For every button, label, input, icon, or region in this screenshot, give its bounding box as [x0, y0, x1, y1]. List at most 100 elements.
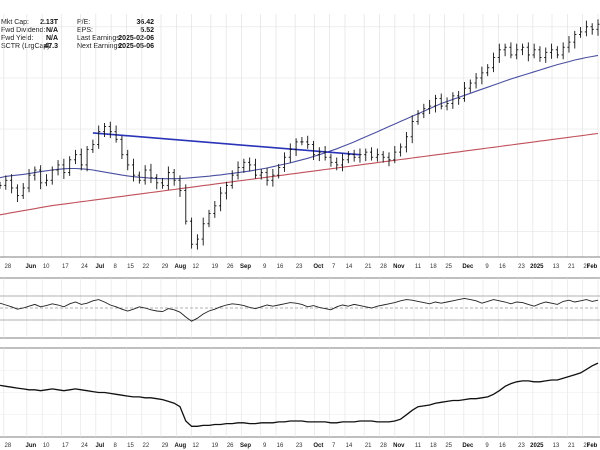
price-bar	[131, 158, 136, 182]
price-bar	[73, 149, 78, 165]
price-bar	[323, 145, 327, 161]
x-tick-label: 12	[192, 264, 199, 270]
price-bar	[236, 161, 240, 180]
price-bar	[91, 139, 95, 153]
price-bar	[468, 79, 472, 93]
price-bar	[294, 138, 298, 156]
price-bar	[393, 145, 397, 164]
price-bar	[178, 175, 182, 197]
x-tick-label: 13	[553, 443, 560, 449]
info-label: Last Earnings:	[77, 35, 122, 42]
price-bar	[155, 174, 159, 190]
x-tick-label: Jul	[95, 264, 104, 270]
price-bar	[195, 234, 199, 250]
x-tick-label: Jun	[25, 264, 36, 270]
price-bar	[137, 171, 141, 184]
x-tick-label: 15	[127, 264, 134, 270]
price-bar	[573, 30, 577, 49]
price-bar	[160, 177, 165, 189]
price-bar	[317, 147, 321, 162]
x-tick-label: 22	[142, 443, 149, 449]
price-bar	[340, 153, 345, 172]
info-value: 36.42	[136, 19, 154, 26]
price-bar	[352, 149, 356, 162]
x-tick-label: 16	[499, 443, 506, 449]
x-tick-label: 25	[445, 443, 452, 449]
price-bar	[166, 166, 170, 190]
price-bar	[44, 174, 49, 187]
price-bar	[21, 183, 25, 199]
x-tick-label: 17	[62, 443, 69, 449]
x-tick-label: 29	[162, 443, 169, 449]
price-bar	[404, 131, 409, 153]
price-bar	[509, 42, 513, 59]
price-bar	[375, 148, 379, 162]
info-value: 5.52	[140, 27, 154, 34]
price-bar	[369, 147, 374, 161]
x-tick-label: 7	[332, 264, 336, 270]
x-tick-label: Feb	[587, 443, 598, 449]
x-tick-label: Dec	[462, 443, 474, 449]
price-bar	[590, 23, 594, 35]
oscillator-panel	[0, 277, 600, 339]
x-tick-label: 28	[4, 443, 11, 449]
x-tick-label: 8	[113, 264, 117, 270]
price-bar	[399, 143, 403, 157]
price-bar	[126, 149, 130, 171]
price-bar	[491, 52, 496, 73]
price-bar	[578, 27, 583, 38]
price-bar	[189, 217, 194, 249]
x-tick-label: 27	[583, 443, 590, 449]
price-bar	[503, 43, 507, 57]
trendline	[92, 132, 361, 156]
x-tick-label: 25	[445, 264, 452, 270]
x-tick-label: 21	[568, 443, 575, 449]
price-bar	[68, 156, 72, 176]
x-tick-label: 16	[277, 443, 284, 449]
x-tick-label: 24	[81, 443, 88, 449]
price-bar	[306, 135, 310, 149]
info-value: 47.3	[44, 43, 58, 50]
price-bar	[108, 121, 112, 139]
x-tick-label: 16	[277, 264, 284, 270]
info-label: Fwd Yield:	[1, 35, 33, 42]
price-bar	[300, 137, 304, 146]
price-bar	[474, 73, 478, 89]
price-bar	[15, 184, 20, 203]
x-tick-label: Nov	[393, 264, 405, 270]
price-bar	[346, 151, 350, 164]
x-tick-label: 17	[62, 264, 69, 270]
x-tick-label: 27	[583, 264, 590, 270]
price-bar	[288, 143, 292, 163]
x-tick-label: 28	[4, 264, 11, 270]
info-label: SCTR (LrgCap):	[1, 43, 52, 50]
oscillator-line	[0, 297, 599, 322]
x-tick-label: Jul	[95, 443, 104, 449]
x-tick-label: Aug	[174, 264, 186, 270]
price-bar	[439, 93, 443, 110]
bottom-x-axis: 28 Jun 10 17 24 Jul 8 15 22 29 Aug 12 19 26 Sep 9 16 23 Oc…	[4, 443, 597, 449]
price-bar	[10, 174, 14, 194]
x-tick-label: 18	[430, 264, 437, 270]
x-tick-label: 23	[296, 443, 303, 449]
x-tick-label: 2025	[530, 264, 544, 270]
price-bar	[224, 181, 229, 200]
price-bar	[480, 66, 484, 85]
price-bar	[39, 165, 43, 190]
price-bar	[515, 43, 519, 60]
x-tick-label: 21	[365, 443, 372, 449]
price-bar	[544, 47, 548, 63]
x-tick-label: 13	[553, 264, 560, 270]
info-value: 2025-05-06	[118, 43, 154, 50]
price-bar	[0, 181, 2, 189]
x-tick-label: Jun	[25, 443, 36, 449]
x-tick-label: 12	[192, 443, 199, 449]
x-tick-label: 29	[162, 264, 169, 270]
x-tick-label: Feb	[587, 264, 598, 270]
info-value: N/A	[46, 27, 58, 34]
price-bar	[387, 152, 391, 167]
info-label: Mkt Cap:	[1, 19, 29, 26]
x-tick-label: 22	[142, 264, 149, 270]
